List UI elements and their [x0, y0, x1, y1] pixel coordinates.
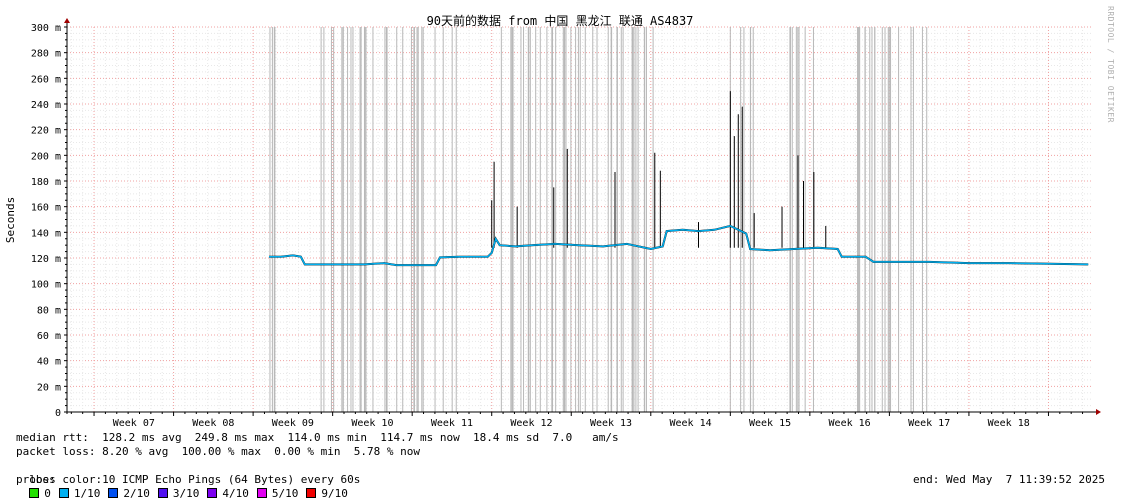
- y-tick-label: 140 m: [31, 228, 61, 239]
- loss-swatch: [58, 488, 69, 498]
- loss-swatch: [207, 488, 218, 498]
- loss-swatch: [157, 488, 168, 498]
- y-tick-label: 280 m: [31, 49, 61, 60]
- packet-loss-stats: packet loss: 8.20 % avg 100.00 % max 0.0…: [16, 445, 420, 458]
- median-rtt-series: [269, 225, 1089, 266]
- median-rtt-line: [269, 224, 1089, 267]
- y-axis-arrow: [64, 18, 70, 23]
- x-tick-label: Week 17: [908, 418, 950, 429]
- x-tick-label: Week 10: [351, 418, 393, 429]
- y-tick-label: 0: [55, 408, 61, 419]
- x-tick-label: Week 14: [669, 418, 711, 429]
- x-tick-label: Week 13: [590, 418, 632, 429]
- x-tick-labels: Week 07 Week 08 Week 09 Week 10 Week 11 Week …: [113, 418, 1030, 429]
- rrdtool-watermark: RRDTOOL / TOBI OETIKER: [1106, 6, 1115, 123]
- loss-swatch: [108, 488, 119, 498]
- y-tick-label: 180 m: [31, 177, 61, 188]
- x-tick-label: Week 09: [272, 418, 314, 429]
- y-tick-label: 80 m: [37, 305, 61, 316]
- y-tick-label: 120 m: [31, 254, 61, 265]
- y-tick-label: 300 m: [31, 23, 61, 34]
- y-tick-label: 200 m: [31, 151, 61, 162]
- loss-swatch: [306, 488, 317, 498]
- x-tick-label: Week 08: [192, 418, 234, 429]
- y-tick-label: 260 m: [31, 74, 61, 85]
- y-tick-label: 220 m: [31, 126, 61, 137]
- y-tick-label: 240 m: [31, 100, 61, 111]
- probe-info: probe: 10 ICMP Echo Pings (64 Bytes) eve…: [16, 473, 361, 486]
- median-rtt-stats: median rtt: 128.2 ms avg 249.8 ms max 11…: [16, 431, 619, 444]
- x-tick-label: Week 15: [749, 418, 791, 429]
- loss-swatch: [256, 488, 267, 498]
- x-tick-label: Week 12: [510, 418, 552, 429]
- x-tick-label: Week 18: [988, 418, 1030, 429]
- y-tick-label: 160 m: [31, 203, 61, 214]
- packet-loss-bars: [269, 27, 928, 412]
- y-tick-label: 20 m: [37, 382, 61, 393]
- x-tick-label: Week 11: [431, 418, 473, 429]
- y-axis-label: Seconds: [4, 197, 17, 243]
- x-tick-label: Week 07: [113, 418, 155, 429]
- y-tick-label: 60 m: [37, 331, 61, 342]
- x-tick-label: Week 16: [829, 418, 871, 429]
- x-axis-arrow: [1096, 409, 1101, 415]
- y-tick-label: 40 m: [37, 357, 61, 368]
- end-time: end: Wed May 7 11:39:52 2025: [912, 473, 1105, 486]
- axes: [64, 18, 1101, 416]
- rtt-spikes: [491, 91, 827, 248]
- chart-title: 90天前的数据 from 中国 黑龙江 联通 AS4837: [427, 13, 694, 28]
- loss-swatch: [29, 488, 40, 498]
- y-tick-labels: 0 20 m 40 m 60 m 80 m 100 m 120 m 140 m 160 m 180…: [31, 23, 61, 419]
- loss-color-label: loss color:: [29, 473, 103, 486]
- y-tick-label: 100 m: [31, 280, 61, 291]
